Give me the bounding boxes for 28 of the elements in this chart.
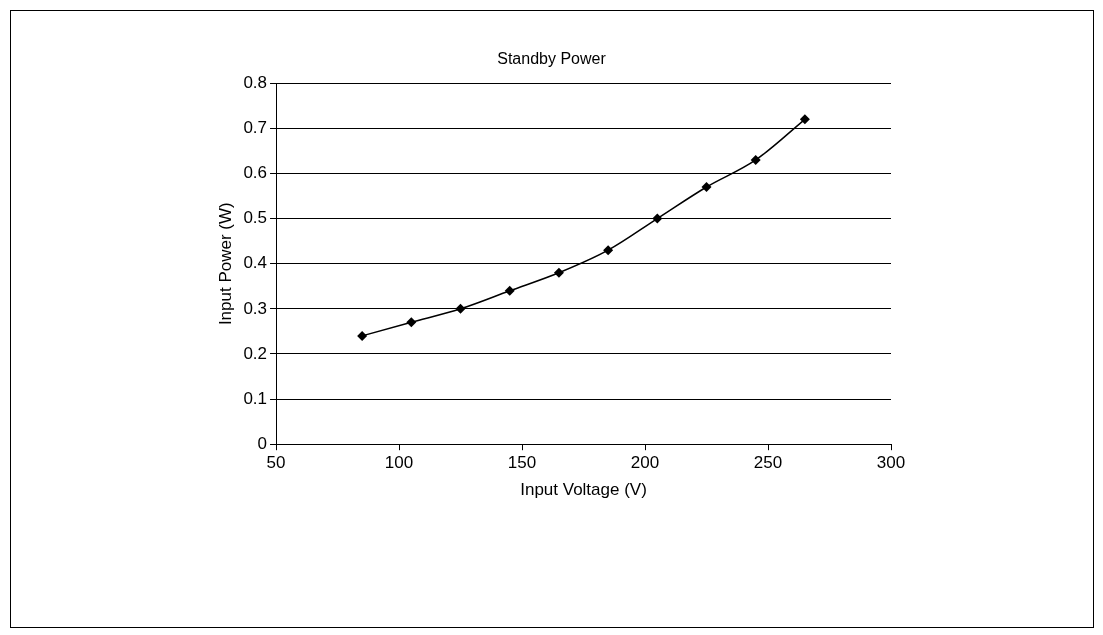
x-tick-label: 150 — [507, 453, 537, 473]
y-tick-label: 0.5 — [243, 208, 268, 228]
point — [455, 303, 466, 314]
x-tick-label: 50 — [266, 453, 286, 473]
point — [406, 317, 417, 328]
point — [750, 154, 761, 165]
y-tick-label: 0.7 — [243, 118, 268, 138]
point — [652, 213, 663, 224]
y-axis-title: Input Power (W) — [215, 202, 235, 326]
point — [603, 245, 614, 256]
x-tick-label: 300 — [876, 453, 906, 473]
y-tick-label: 0.8 — [243, 72, 268, 92]
y-tick-label: 0.2 — [243, 343, 268, 363]
point — [504, 285, 515, 296]
point — [553, 267, 564, 278]
point — [357, 330, 368, 341]
y-tick-label: 0.4 — [243, 253, 268, 273]
y-tick-label: 0.6 — [243, 163, 268, 183]
point — [701, 181, 712, 192]
y-tick-label: 0 — [257, 433, 268, 453]
x-tick-label: 250 — [753, 453, 783, 473]
x-tick-label: 100 — [384, 453, 414, 473]
y-tick-label: 0.3 — [243, 298, 268, 318]
x-axis-title: Input Voltage (V) — [520, 480, 647, 500]
chart-title: Standby Power — [497, 50, 607, 68]
x-tick-label: 200 — [630, 453, 660, 473]
point — [799, 114, 810, 125]
y-tick-label: 0.1 — [243, 388, 268, 408]
